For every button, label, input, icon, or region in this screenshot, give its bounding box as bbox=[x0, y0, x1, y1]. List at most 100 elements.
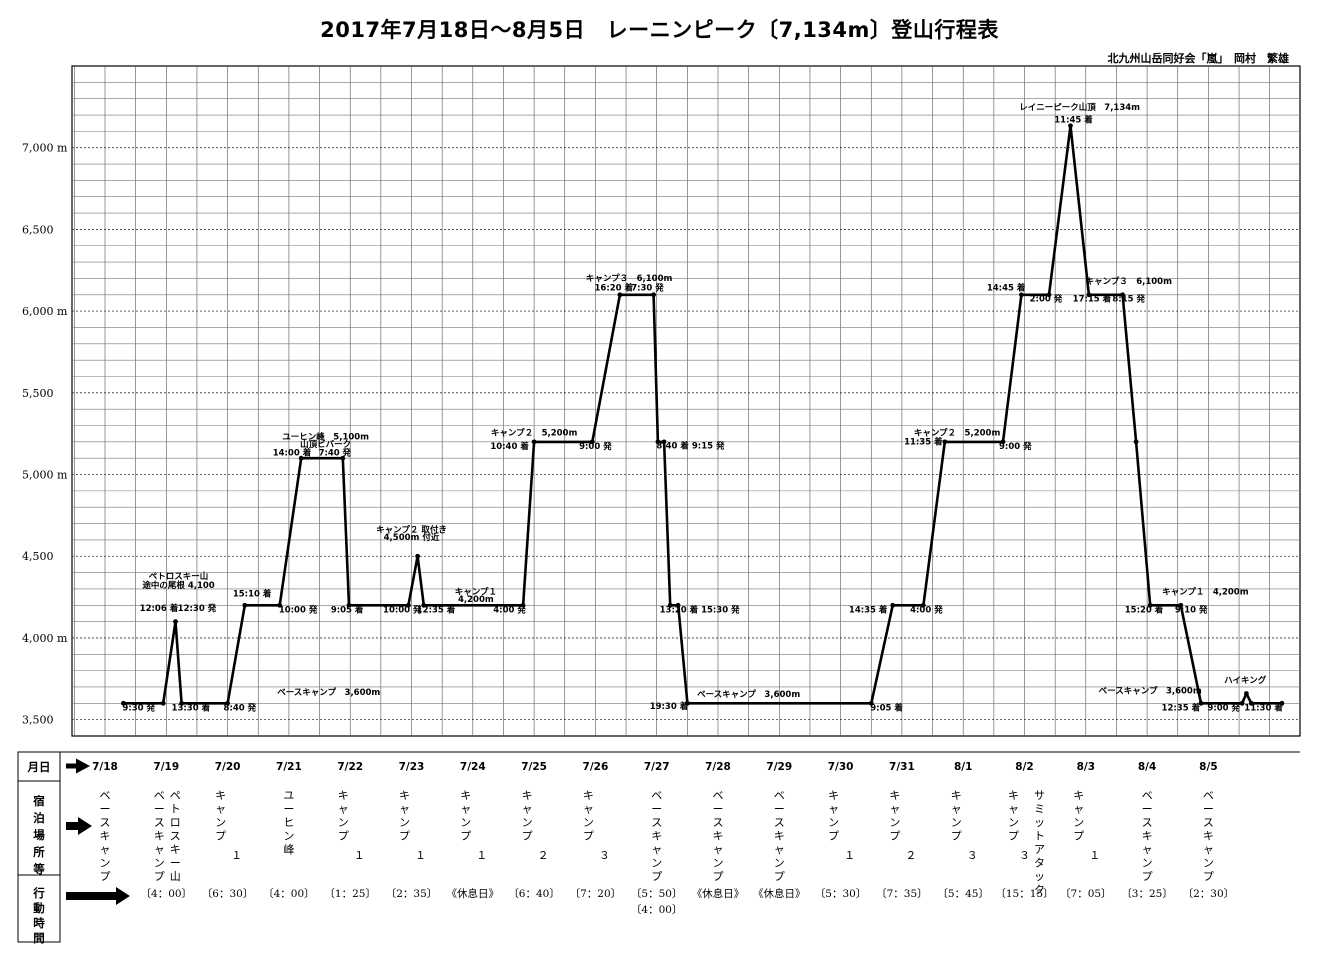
stay-char: プ bbox=[399, 830, 410, 843]
stay-char: ベ bbox=[651, 789, 662, 802]
data-point bbox=[942, 439, 948, 445]
stay-char: プ bbox=[583, 830, 594, 843]
action-time: 〔2：35〕 bbox=[386, 887, 438, 900]
stay-char: ャ bbox=[338, 803, 349, 816]
annotation-label: ハイキング bbox=[1224, 675, 1267, 686]
stay-char: キ bbox=[399, 789, 410, 802]
stay-char: プ bbox=[460, 830, 471, 843]
annotation-label: キャンプ２ 取付き bbox=[376, 525, 447, 536]
data-point bbox=[340, 455, 346, 461]
stay-char: ス bbox=[154, 816, 165, 829]
stay-char: ３ bbox=[1019, 849, 1030, 862]
data-point bbox=[160, 700, 166, 706]
y-tick-label: 5,500 bbox=[22, 387, 54, 400]
date-label: 7/22 bbox=[337, 761, 363, 773]
stay-char: １ bbox=[415, 849, 426, 862]
stay-char: ン bbox=[1073, 816, 1084, 829]
stay-char: プ bbox=[215, 830, 226, 843]
data-point bbox=[120, 700, 126, 706]
plot-frame bbox=[71, 65, 1301, 737]
annotation-label: 9:30 発 bbox=[122, 703, 155, 714]
row-label-stay-char: 所 bbox=[33, 845, 45, 859]
stay-char: プ bbox=[889, 830, 900, 843]
annotation-label: 13:30 着 bbox=[172, 703, 211, 714]
stay-char: ー bbox=[170, 857, 181, 870]
stay-char: ス bbox=[1203, 816, 1214, 829]
row-label-action-char: 動 bbox=[33, 901, 45, 915]
date-label: 8/2 bbox=[1015, 761, 1033, 773]
stay-char: ３ bbox=[967, 849, 978, 862]
annotation-label: キャンプ１ bbox=[455, 587, 497, 598]
annotation-label: 12:06 着 bbox=[140, 603, 179, 614]
data-point bbox=[920, 602, 926, 608]
stay-char: ン bbox=[215, 816, 226, 829]
row-label-action-char: 間 bbox=[33, 931, 45, 945]
annotation-label: 12:30 発 bbox=[178, 603, 217, 614]
annotation-label: 2:00 発 bbox=[1030, 293, 1063, 304]
stay-char: キ bbox=[1008, 789, 1019, 802]
stay-char: プ bbox=[522, 830, 533, 843]
stay-char: １ bbox=[354, 849, 365, 862]
annotation-label: 7:40 発 bbox=[319, 448, 352, 459]
stay-char: ャ bbox=[951, 803, 962, 816]
stay-char: キ bbox=[460, 789, 471, 802]
annotation-label: 13:20 着 15:30 発 bbox=[660, 605, 740, 616]
action-time: 《休息日》 bbox=[753, 887, 806, 900]
annotation-label: 9:00 発 bbox=[999, 441, 1032, 452]
annotation-label: 8:40 着 9:15 発 bbox=[656, 440, 725, 451]
stay-char: ャ bbox=[460, 803, 471, 816]
date-label: 7/25 bbox=[521, 761, 547, 773]
annotation-label: 10:40 着 bbox=[490, 441, 529, 452]
stay-char: ー bbox=[1142, 803, 1153, 816]
data-point bbox=[890, 602, 896, 608]
stay-char: ー bbox=[1203, 803, 1214, 816]
stay-char: ー bbox=[651, 803, 662, 816]
stay-char: ク bbox=[1034, 884, 1045, 897]
annotation-label: 9:00 発 bbox=[1207, 703, 1240, 714]
data-point bbox=[1120, 292, 1125, 298]
annotation-label: 15:10 着 bbox=[233, 588, 272, 599]
annotation-label: 17:15 着 bbox=[1073, 293, 1112, 304]
annotation-label: 10:00 発 bbox=[279, 605, 318, 616]
stay-char: ー bbox=[283, 803, 294, 816]
data-point bbox=[277, 602, 283, 608]
annotation-label: 9:05 着 bbox=[331, 605, 364, 616]
annotation-label: ベースキャンプ 3,600m bbox=[697, 689, 800, 700]
date-label: 7/18 bbox=[92, 761, 118, 773]
date-label: 7/30 bbox=[828, 761, 854, 773]
stay-char: キ bbox=[651, 830, 662, 843]
stay-char: ベ bbox=[1203, 789, 1214, 802]
action-time: 《休息日》 bbox=[447, 887, 500, 900]
y-tick-label: 4,500 bbox=[22, 550, 54, 563]
stay-char: ャ bbox=[399, 803, 410, 816]
date-label: 7/28 bbox=[705, 761, 731, 773]
annotation-label: 4:00 発 bbox=[910, 605, 943, 616]
stay-char: ン bbox=[154, 857, 165, 870]
action-time: 〔2：30〕 bbox=[1183, 887, 1235, 900]
action-time: 〔5：45〕 bbox=[937, 887, 989, 900]
annotation-label: 8:40 発 bbox=[224, 703, 257, 714]
stay-char: ー bbox=[100, 803, 111, 816]
stay-char: ペ bbox=[170, 789, 181, 802]
data-point bbox=[346, 602, 352, 608]
arrow-icon bbox=[66, 817, 92, 835]
stay-char: キ bbox=[522, 789, 533, 802]
stay-char: ベ bbox=[100, 789, 111, 802]
stay-char: ン bbox=[522, 816, 533, 829]
stay-char: ン bbox=[100, 857, 111, 870]
stay-char: ャ bbox=[828, 803, 839, 816]
data-point bbox=[655, 439, 661, 445]
date-label: 7/21 bbox=[276, 761, 302, 773]
date-label: 8/5 bbox=[1199, 761, 1217, 773]
stay-char: ン bbox=[338, 816, 349, 829]
page-author: 北九州山岳同好会「嵐」 岡村 繁雄 bbox=[1107, 52, 1290, 65]
action-time: 〔15：15〕 bbox=[995, 887, 1053, 900]
stay-char: プ bbox=[951, 830, 962, 843]
elevation-line bbox=[120, 123, 1285, 706]
data-point bbox=[661, 439, 667, 445]
stay-char: タ bbox=[1034, 857, 1045, 870]
stay-char: ベ bbox=[774, 789, 785, 802]
row-label-frame bbox=[17, 751, 61, 943]
stay-char: ユ bbox=[283, 789, 294, 802]
